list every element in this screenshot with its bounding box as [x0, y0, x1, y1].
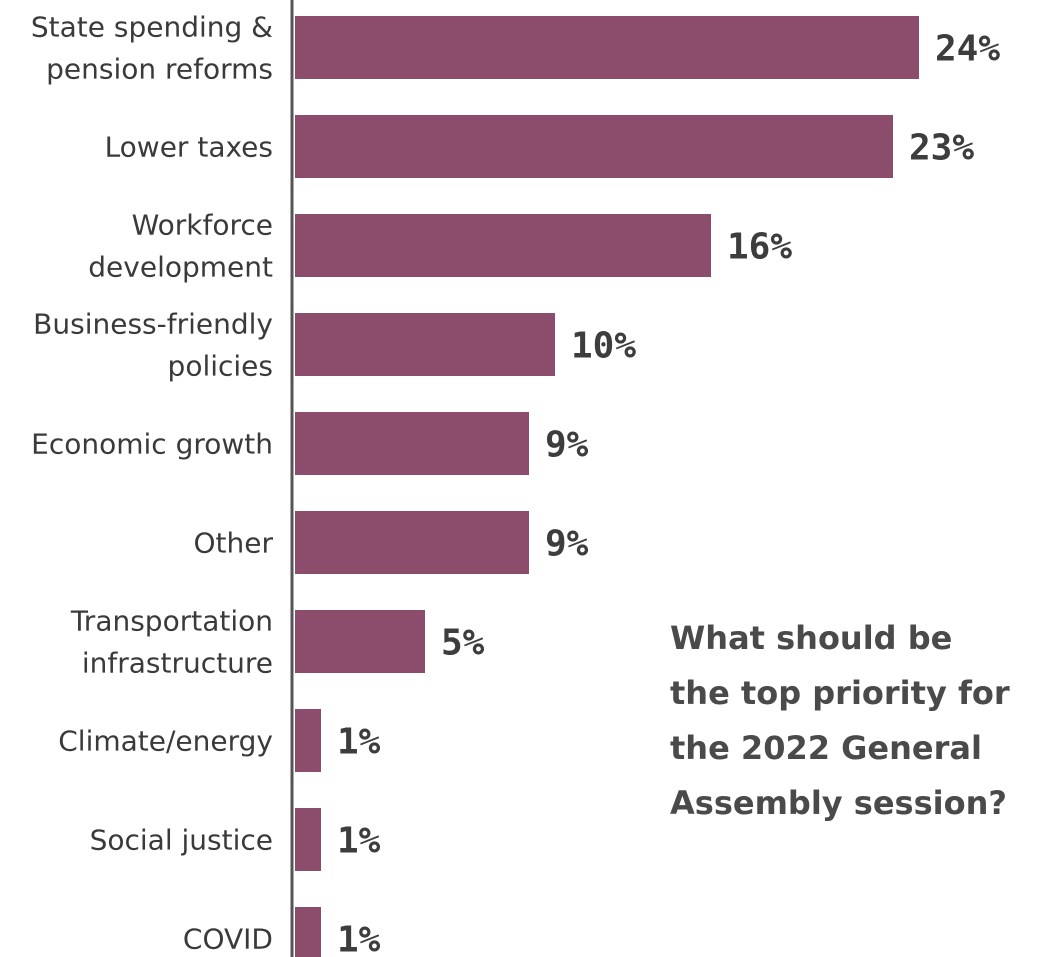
question-line-1: the top priority for: [670, 674, 1010, 712]
value-label-4: 9%: [545, 425, 589, 466]
value-label-0: 24%: [935, 29, 1000, 70]
category-label-0-line-0: State spending &: [31, 11, 273, 44]
bar-8: [295, 808, 321, 871]
category-label-2-line-1: development: [88, 251, 273, 284]
value-labels-group: 24% 23% 16% 10% 9% 9% 5% 1% 1% 1%: [337, 29, 1000, 957]
value-label-1: 23%: [909, 128, 974, 169]
question-line-2: the 2022 General: [670, 729, 982, 767]
value-label-6: 5%: [441, 623, 485, 664]
category-label-6-line-1: infrastructure: [82, 647, 273, 680]
bar-6: [295, 610, 425, 673]
bars-group: [295, 16, 919, 957]
question-line-0: What should be: [670, 619, 952, 657]
value-label-9: 1%: [337, 920, 381, 957]
question-line-3: Assembly session?: [670, 784, 1007, 822]
bar-5: [295, 511, 529, 574]
value-label-5: 9%: [545, 524, 589, 565]
category-label-3-line-1: policies: [168, 350, 273, 383]
category-label-6-line-0: Transportation: [70, 605, 273, 638]
category-label-7: Climate/energy: [58, 725, 273, 758]
category-label-8: Social justice: [90, 824, 273, 857]
value-label-2: 16%: [727, 227, 792, 268]
category-label-2-line-0: Workforce: [132, 209, 273, 242]
category-label-0-line-1: pension reforms: [46, 53, 273, 86]
chart-question: What should be the top priority for the 20…: [670, 619, 1010, 822]
bar-4: [295, 412, 529, 475]
category-label-3-line-0: Business-friendly: [33, 308, 273, 341]
value-label-8: 1%: [337, 821, 381, 862]
category-labels-group: State spending & pension reforms Lower tax…: [31, 11, 274, 956]
bar-7: [295, 709, 321, 772]
bar-3: [295, 313, 555, 376]
category-label-1: Lower taxes: [105, 131, 273, 164]
category-label-9: COVID: [183, 923, 273, 956]
bar-2: [295, 214, 711, 277]
value-label-3: 10%: [571, 326, 636, 367]
value-label-7: 1%: [337, 722, 381, 763]
bar-0: [295, 16, 919, 79]
bar-1: [295, 115, 893, 178]
category-label-4: Economic growth: [31, 428, 273, 461]
category-label-5: Other: [193, 527, 273, 560]
bar-9: [295, 907, 321, 957]
